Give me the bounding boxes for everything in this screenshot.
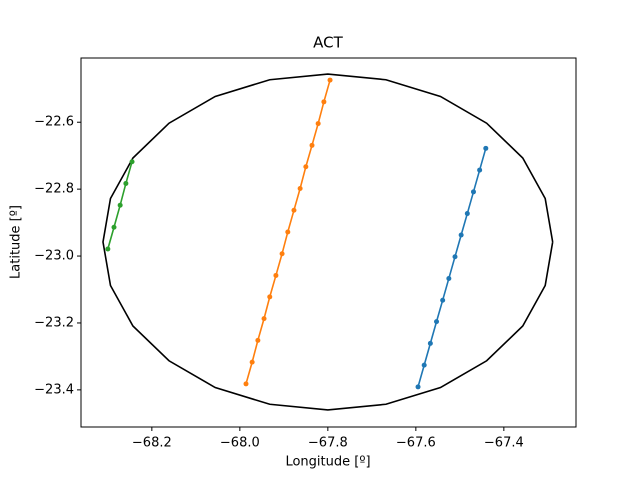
x-tick-label: −68.0 bbox=[220, 436, 260, 451]
y-axis-label: Latitude [º] bbox=[9, 205, 24, 279]
point bbox=[249, 359, 255, 365]
x-axis-label: Longitude [º] bbox=[285, 455, 370, 470]
point bbox=[129, 159, 135, 165]
y-tick-label: −23.2 bbox=[34, 315, 74, 330]
point bbox=[111, 224, 117, 230]
point bbox=[446, 275, 452, 281]
point bbox=[297, 185, 303, 191]
plot-frame bbox=[80, 57, 577, 428]
chart-title: ACT bbox=[313, 34, 343, 52]
x-tick-label: −67.8 bbox=[308, 436, 348, 451]
x-tick-label: −67.6 bbox=[396, 436, 436, 451]
point bbox=[315, 121, 321, 127]
point bbox=[309, 142, 315, 148]
point bbox=[303, 164, 309, 170]
point bbox=[434, 319, 440, 325]
point bbox=[483, 145, 489, 151]
y-tick-label: −22.6 bbox=[34, 115, 74, 130]
series-line bbox=[102, 73, 554, 411]
x-tick-label: −67.4 bbox=[484, 436, 524, 451]
point bbox=[327, 77, 333, 83]
point bbox=[285, 229, 291, 235]
point bbox=[255, 337, 261, 343]
series-line bbox=[417, 148, 487, 388]
point bbox=[117, 202, 123, 208]
y-tick-label: −22.8 bbox=[34, 182, 74, 197]
point bbox=[291, 207, 297, 213]
point bbox=[261, 316, 267, 322]
point bbox=[267, 294, 273, 300]
point bbox=[477, 167, 483, 173]
point bbox=[123, 180, 129, 186]
point bbox=[321, 99, 327, 105]
point bbox=[243, 381, 249, 387]
y-tick-label: −23.4 bbox=[34, 382, 74, 397]
point bbox=[279, 251, 285, 257]
point bbox=[458, 232, 464, 238]
x-tick-label: −68.2 bbox=[132, 436, 172, 451]
point bbox=[452, 254, 458, 260]
point bbox=[427, 340, 433, 346]
point bbox=[105, 246, 111, 252]
point bbox=[440, 297, 446, 303]
point bbox=[273, 272, 279, 278]
point bbox=[470, 189, 476, 195]
point bbox=[464, 211, 470, 217]
point bbox=[415, 384, 421, 390]
y-tick-label: −23.0 bbox=[34, 249, 74, 264]
point bbox=[421, 362, 427, 368]
